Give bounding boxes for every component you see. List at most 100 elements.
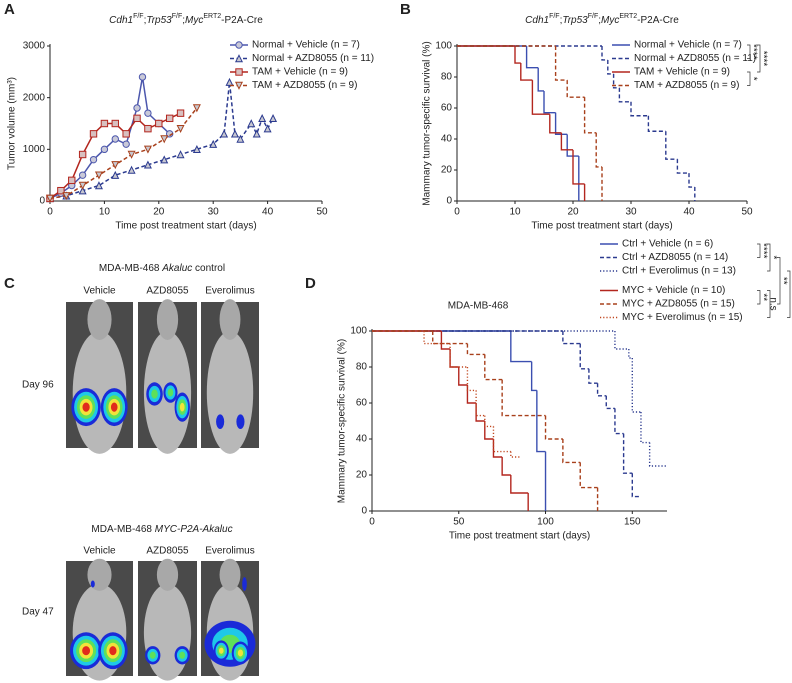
x-tick-label: 20 <box>153 207 165 218</box>
survival-step <box>484 415 494 428</box>
signal <box>167 388 174 397</box>
y-tick-label: 1000 <box>23 144 46 155</box>
x-tick-label: 30 <box>208 207 220 218</box>
y-tick-label: 0 <box>39 196 45 207</box>
axes <box>371 329 667 512</box>
marker <box>133 114 141 123</box>
marker <box>111 170 120 179</box>
signal <box>90 580 95 588</box>
day-label: Day 96 <box>22 380 54 391</box>
marker <box>111 161 120 170</box>
mouse-body <box>143 584 192 681</box>
legend-label: Ctrl + Everolimus (n = 13) <box>622 266 736 277</box>
marker <box>122 130 130 138</box>
survival-step <box>501 457 511 476</box>
marker <box>143 145 152 154</box>
marker <box>234 54 244 63</box>
marker <box>143 160 152 169</box>
x-tick-label: 0 <box>369 517 375 528</box>
marker <box>263 124 272 133</box>
survival-step <box>554 46 568 81</box>
y-tick-label: 40 <box>356 434 368 445</box>
survival-step <box>648 442 667 467</box>
marker <box>78 181 87 190</box>
survival-step <box>432 331 468 345</box>
y-tick-label: 80 <box>441 72 453 83</box>
signal <box>82 646 91 656</box>
sig-label: n.s <box>767 297 778 310</box>
survival-step <box>510 331 532 363</box>
survival-step <box>688 173 695 188</box>
x-tick-label: 20 <box>567 207 579 218</box>
survival-step <box>562 331 581 345</box>
marker <box>236 134 245 143</box>
marker <box>160 155 169 164</box>
title-part: Trp53 <box>562 15 588 26</box>
sig-label: **** <box>747 44 758 60</box>
marker <box>111 135 119 143</box>
legend-label: MYC + Vehicle (n = 10) <box>622 285 725 296</box>
marker <box>94 171 103 180</box>
survival-step <box>595 132 602 168</box>
survival-step <box>566 134 579 157</box>
survival-step <box>525 46 539 69</box>
x-tick-label: 30 <box>625 207 637 218</box>
mouse-head <box>219 558 241 591</box>
series-line <box>49 76 171 200</box>
mouse-head <box>156 558 179 591</box>
survival-step <box>647 115 666 132</box>
marker <box>100 145 109 154</box>
survival-step <box>544 415 563 440</box>
survival-step <box>510 451 520 458</box>
survival-step <box>492 439 503 458</box>
y-tick-label: 100 <box>350 326 367 337</box>
y-axis-label: Tumor volume (mm³) <box>7 77 18 170</box>
title-part: ERT2 <box>619 13 637 20</box>
title-part: -P2A-Cre <box>221 15 263 26</box>
panel-label: A <box>4 1 15 18</box>
sig-bracket <box>757 290 761 305</box>
title-part: F/F <box>133 13 144 20</box>
signal <box>219 647 224 654</box>
survival-step <box>492 426 511 453</box>
sig-label: **** <box>757 243 768 259</box>
signal <box>242 577 247 591</box>
survival-step <box>554 112 568 136</box>
survival-step <box>614 408 624 435</box>
column-label: AZD8055 <box>146 546 189 557</box>
legend-label: TAM + AZD8055 (n = 9) <box>634 80 739 91</box>
sig-label: ** <box>757 293 768 301</box>
survival-step <box>466 343 485 356</box>
legend-label: TAM + Vehicle (n = 9) <box>634 67 730 78</box>
y-tick-label: 40 <box>441 134 453 145</box>
x-tick-label: 50 <box>741 207 753 218</box>
signal <box>236 414 245 430</box>
survival-step <box>607 59 614 75</box>
legend-label: Normal + AZD8055 (n = 11) <box>634 53 756 64</box>
survival-step <box>440 331 451 350</box>
title-part: ERT2 <box>203 13 221 20</box>
y-tick-label: 60 <box>441 103 453 114</box>
legend-label: TAM + AZD8055 (n = 9) <box>252 80 357 91</box>
survival-step <box>572 149 585 185</box>
sig-bracket <box>777 257 781 305</box>
y-tick-label: 2000 <box>23 92 46 103</box>
legend-label: MYC + AZD8055 (n = 15) <box>622 299 735 310</box>
title-part: ; <box>144 15 147 26</box>
marker <box>45 194 55 203</box>
marker <box>252 129 261 138</box>
title-part: -P2A-Cre <box>637 15 679 26</box>
title-part: Akaluc <box>161 263 192 274</box>
signal <box>216 414 225 430</box>
mouse-head <box>87 558 112 591</box>
survival-step <box>530 361 537 392</box>
x-tick-label: 10 <box>99 207 111 218</box>
title-part: control <box>192 263 225 274</box>
y-axis-label: Mammary tumor-specific survival (%) <box>337 339 348 503</box>
survival-step <box>449 349 459 368</box>
marker <box>192 104 201 113</box>
survival-step <box>601 46 608 61</box>
survival-step <box>622 433 633 474</box>
marker <box>176 150 185 159</box>
